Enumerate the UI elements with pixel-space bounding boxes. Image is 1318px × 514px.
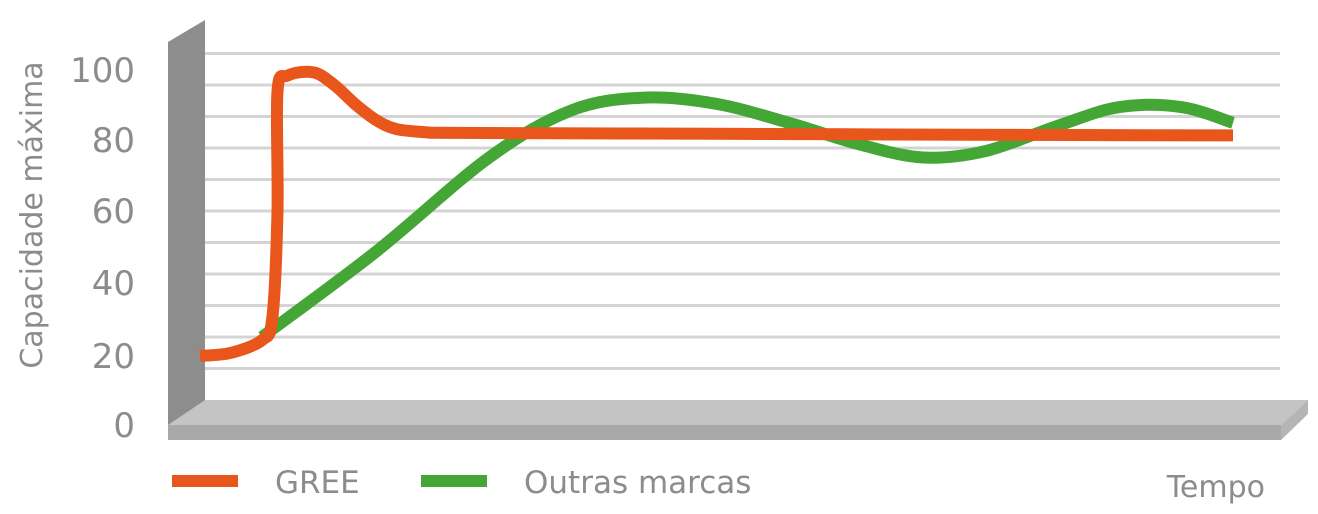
series-lines (199, 65, 1235, 362)
legend-label: Outras marcas (524, 465, 751, 501)
y-tick-label: 0 (113, 406, 135, 446)
floor-right (1281, 400, 1308, 440)
legend-swatch (421, 475, 487, 487)
floor-front (168, 425, 1281, 440)
y-tick-label: 100 (70, 51, 135, 91)
y-tick-label: 40 (92, 264, 135, 304)
y-tick-label: 20 (92, 337, 135, 377)
floor-top (168, 400, 1308, 425)
series-line-outras-marcas (258, 91, 1235, 342)
series-line-gree (199, 65, 1234, 362)
left-wall (168, 20, 205, 440)
y-tick-label: 80 (92, 121, 135, 161)
legend-swatch (172, 475, 238, 487)
y-axis-title: Capacidade máxima (15, 61, 50, 368)
y-tick-label: 60 (92, 192, 135, 232)
x-axis-title: Tempo (1166, 470, 1265, 505)
legend: GREE Outras marcas (172, 465, 751, 501)
gridlines (205, 52, 1280, 370)
legend-label: GREE (275, 465, 360, 501)
y-axis-ticks: 0 20 40 60 80 100 (70, 51, 135, 446)
